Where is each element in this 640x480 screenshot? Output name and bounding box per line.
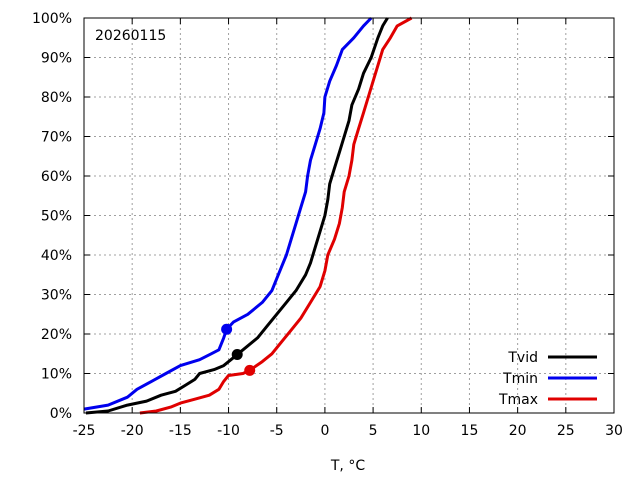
x-tick-label: 0: [320, 423, 329, 439]
y-tick-label: 80%: [41, 90, 72, 106]
tvid-line: [85, 17, 389, 415]
y-tick-label: 30%: [41, 288, 72, 304]
axis-tick-labels: -25 -20 -15 -10 -5 0 5 10 15 20 25 30 0% 10% 20% 30% 40%…: [32, 11, 623, 439]
x-tick-label: -25: [73, 423, 96, 439]
series-layer: [83, 16, 413, 415]
x-tick-label: 15: [461, 423, 479, 439]
x-tick-label: -10: [217, 423, 240, 439]
x-tick-label: -20: [121, 423, 144, 439]
tmax-line: [139, 16, 413, 415]
grid-lines: [84, 18, 614, 413]
legend: Tvid Tmin Tmax: [498, 350, 597, 408]
x-tick-label: -15: [169, 423, 192, 439]
tmin-line: [83, 16, 373, 411]
y-tick-label: 50%: [41, 209, 72, 225]
x-tick-label: -5: [270, 423, 284, 439]
axis-ticks: [83, 17, 615, 414]
legend-label-tmin: Tmin: [502, 371, 538, 387]
y-tick-label: 20%: [41, 327, 72, 343]
legend-label-tvid: Tvid: [507, 350, 538, 366]
x-tick-label: 25: [557, 423, 575, 439]
date-annotation: 20260115: [95, 28, 166, 44]
y-tick-label: 40%: [41, 248, 72, 264]
x-axis-label: T, °C: [330, 458, 365, 474]
y-tick-label: 0%: [50, 406, 72, 422]
x-tick-label: 5: [369, 423, 378, 439]
tvid-marker: [231, 349, 243, 361]
y-tick-label: 70%: [41, 130, 72, 146]
tmax-marker: [244, 364, 256, 376]
legend-label-tmax: Tmax: [498, 392, 538, 408]
y-tick-label: 60%: [41, 169, 72, 185]
x-tick-label: 30: [605, 423, 623, 439]
y-tick-label: 90%: [41, 51, 72, 67]
y-tick-label: 10%: [41, 367, 72, 383]
x-tick-label: 20: [509, 423, 527, 439]
y-tick-label: 100%: [32, 11, 72, 27]
tmin-marker: [221, 323, 233, 335]
x-tick-label: 10: [412, 423, 430, 439]
